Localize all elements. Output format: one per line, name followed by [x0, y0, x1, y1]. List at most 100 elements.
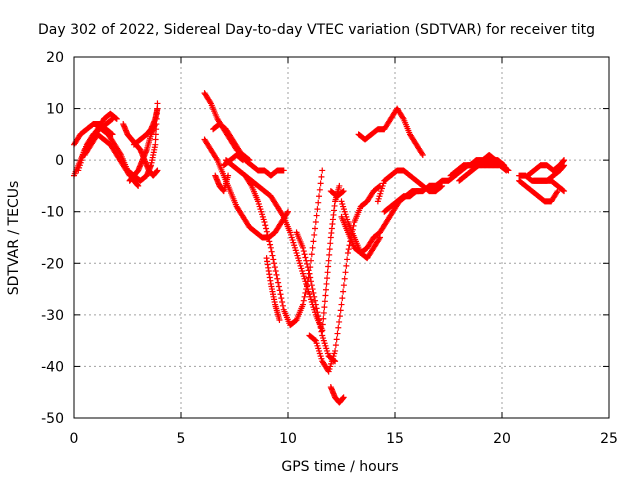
data-point: [320, 309, 327, 316]
data-point: [339, 295, 346, 302]
data-point: [316, 317, 323, 324]
data-point: [308, 251, 315, 258]
data-point: [313, 305, 320, 312]
data-point: [334, 330, 341, 337]
data-point: [336, 313, 343, 320]
data-point: [305, 267, 312, 274]
y-tick-label: -40: [41, 359, 64, 375]
data-point: [319, 167, 326, 174]
data-point: [263, 225, 270, 232]
data-series: [220, 151, 247, 169]
data-point: [500, 161, 507, 168]
data-point: [325, 263, 332, 270]
data-series: [306, 182, 384, 375]
data-series: [338, 198, 384, 262]
data-point: [337, 307, 344, 314]
data-point: [279, 302, 286, 309]
data-series: [263, 255, 283, 324]
x-tick-label: 15: [386, 431, 404, 447]
data-point: [239, 156, 246, 163]
data-point: [341, 275, 348, 282]
y-tick-label: 20: [46, 50, 64, 66]
data-point: [311, 231, 318, 238]
data-point: [438, 183, 445, 190]
data-point: [339, 188, 346, 195]
data-point: [321, 298, 328, 305]
data-series: [212, 172, 232, 195]
data-point: [274, 275, 281, 282]
y-tick-label: -30: [41, 308, 64, 324]
data-point: [306, 270, 313, 277]
data-point: [332, 342, 339, 349]
data-point: [312, 336, 319, 343]
x-tick-label: 25: [600, 431, 618, 447]
data-point: [335, 324, 342, 331]
data-point: [308, 278, 315, 285]
data-point: [299, 301, 306, 308]
data-point: [117, 150, 124, 157]
data-point: [267, 244, 274, 251]
data-point: [273, 271, 280, 278]
data-point: [285, 208, 291, 215]
data-point: [316, 193, 323, 200]
data-point: [301, 251, 308, 258]
data-point: [308, 282, 315, 289]
data-point: [271, 260, 278, 267]
data-point: [340, 288, 347, 295]
data-point: [279, 212, 286, 219]
data-point: [309, 286, 316, 293]
data-point: [332, 347, 339, 354]
data-point: [501, 162, 508, 169]
data-point: [302, 289, 309, 296]
data-point: [303, 257, 310, 264]
data-point: [302, 254, 309, 261]
data-point: [324, 269, 331, 276]
data-point: [154, 100, 161, 107]
data-series: [516, 177, 561, 205]
y-tick-label: -10: [41, 205, 64, 221]
data-point: [262, 222, 269, 229]
data-point: [240, 157, 247, 164]
data-point: [319, 327, 326, 334]
data-point: [112, 115, 119, 122]
data-point: [316, 186, 323, 193]
data-layer: [71, 90, 568, 406]
data-series: [201, 90, 253, 164]
data-point: [304, 264, 311, 271]
data-point: [323, 280, 330, 287]
data-point: [152, 141, 159, 148]
data-point: [318, 328, 325, 335]
data-point: [326, 251, 333, 258]
data-series: [201, 136, 291, 241]
data-point: [561, 162, 568, 169]
data-point: [376, 235, 383, 242]
data-point: [399, 114, 406, 121]
data-point: [272, 268, 279, 275]
data-point: [301, 293, 308, 300]
data-point: [333, 336, 340, 343]
data-point: [336, 182, 343, 189]
x-tick-label: 20: [493, 431, 511, 447]
data-point: [275, 283, 282, 290]
data-point: [268, 248, 275, 255]
data-point: [267, 241, 274, 248]
data-point: [326, 246, 333, 253]
data-point: [314, 206, 321, 213]
data-point: [342, 269, 349, 276]
y-axis-label: SDTVAR / TECUs: [6, 181, 22, 296]
y-tick-label: 0: [55, 153, 64, 169]
data-point: [153, 126, 160, 133]
data-point: [154, 105, 161, 112]
data-point: [247, 181, 254, 188]
data-point: [561, 157, 568, 164]
data-series: [355, 105, 426, 158]
data-point: [213, 155, 220, 162]
data-series: [374, 167, 446, 205]
data-point: [554, 188, 561, 195]
data-point: [313, 212, 320, 219]
data-point: [275, 279, 282, 286]
x-tick-label: 10: [279, 431, 297, 447]
data-point: [309, 244, 316, 251]
y-tick-label: -20: [41, 256, 64, 272]
